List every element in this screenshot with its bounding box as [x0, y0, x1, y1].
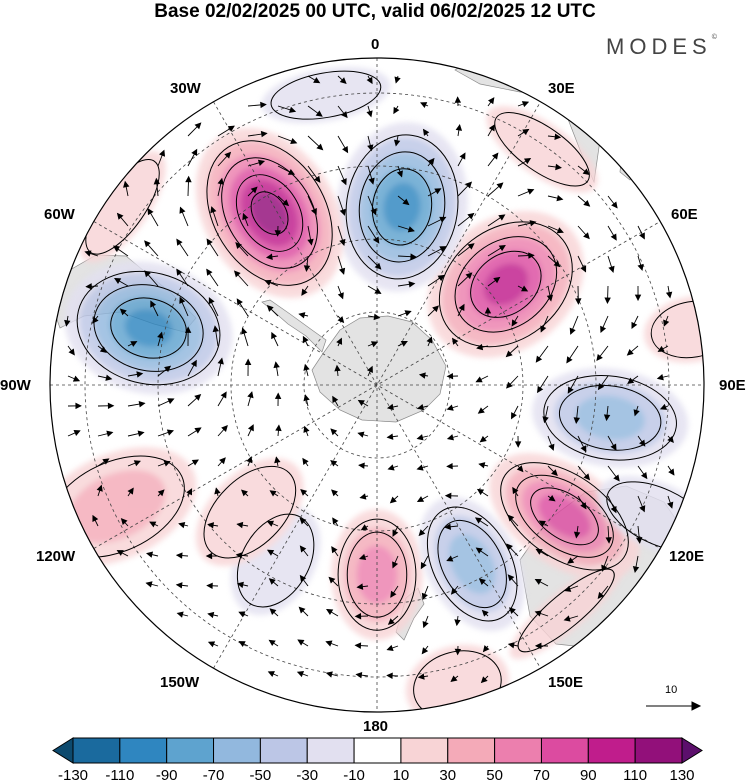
colorbar-tick-label: 30 — [439, 767, 456, 784]
label-lon-0: 0 — [371, 36, 379, 53]
label-lon-60e: 60E — [671, 206, 698, 223]
colorbar — [53, 738, 702, 763]
colorbar-swatch — [214, 738, 261, 763]
colorbar-swatch — [354, 738, 401, 763]
colorbar-swatch — [495, 738, 542, 763]
colorbar-tick-label: 90 — [580, 767, 597, 784]
colorbar-swatch — [167, 738, 214, 763]
colorbar-tick-label: 70 — [533, 767, 550, 784]
colorbar-tick-label: 130 — [669, 767, 694, 784]
colorbar-tick-label: -70 — [203, 767, 225, 784]
label-lon-150e: 150E — [548, 674, 583, 691]
label-lon-150w: 150W — [160, 674, 199, 691]
colorbar-tick-label: -110 — [105, 767, 134, 784]
label-lon-30e: 30E — [548, 80, 575, 97]
colorbar-min-arrow — [53, 738, 73, 763]
colorbar-swatch — [541, 738, 588, 763]
label-lon-180: 180 — [363, 718, 388, 735]
colorbar-swatch — [260, 738, 307, 763]
landmass-madagascar — [620, 138, 640, 180]
colorbar-tick-label: 110 — [623, 767, 647, 784]
reference-vector-head — [692, 702, 700, 710]
colorbar-swatch — [635, 738, 682, 763]
label-lon-90e: 90E — [719, 377, 746, 394]
colorbar-swatch — [307, 738, 354, 763]
label-lon-120e: 120E — [669, 548, 704, 565]
colorbar-swatch — [448, 738, 495, 763]
colorbar-tick-label: -130 — [58, 767, 88, 784]
colorbar-swatch — [73, 738, 120, 763]
reference-vector-label: 10 — [665, 684, 677, 696]
colorbar-tick-label: -90 — [156, 767, 178, 784]
colorbar-tick-label: -30 — [296, 767, 318, 784]
label-lon-60w: 60W — [44, 206, 75, 223]
label-lon-120w: 120W — [36, 548, 75, 565]
colorbar-swatch — [588, 738, 635, 763]
colorbar-swatch — [401, 738, 448, 763]
colorbar-max-arrow — [682, 738, 702, 763]
colorbar-tick-label: -50 — [250, 767, 272, 784]
label-lon-30w: 30W — [170, 80, 201, 97]
colorbar-tick-label: 50 — [486, 767, 503, 784]
reference-vector — [646, 702, 700, 710]
colorbar-tick-label: -10 — [343, 767, 365, 784]
colorbar-swatch — [120, 738, 167, 763]
label-lon-90w: 90W — [0, 377, 31, 394]
colorbar-tick-label: 10 — [393, 767, 410, 784]
